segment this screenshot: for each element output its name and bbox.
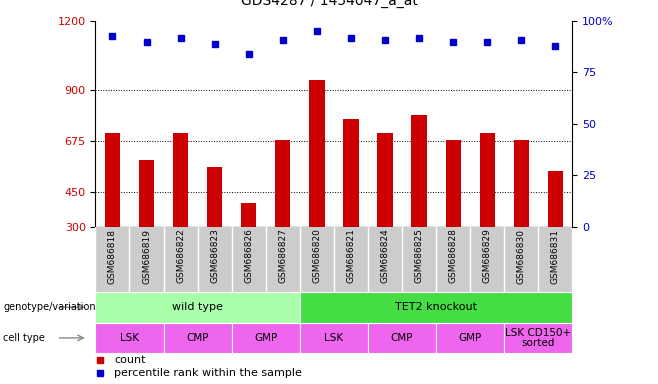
Text: GSM686824: GSM686824 (380, 228, 390, 283)
Text: GSM686822: GSM686822 (176, 228, 185, 283)
Text: TET2 knockout: TET2 knockout (395, 302, 477, 312)
Text: count: count (114, 355, 146, 365)
Bar (514, 140, 529, 227)
Bar (207, 167, 222, 227)
Text: GSM686829: GSM686829 (483, 228, 492, 283)
Bar (547, 170, 563, 227)
Bar (343, 119, 359, 227)
Text: CMP: CMP (391, 333, 413, 343)
Text: GMP: GMP (254, 333, 278, 343)
Bar (139, 161, 154, 227)
Bar (378, 133, 393, 227)
Text: GSM686820: GSM686820 (313, 228, 321, 283)
Bar (95, 323, 164, 353)
Bar (241, 203, 257, 227)
Text: GSM686827: GSM686827 (278, 228, 288, 283)
Text: GSM686823: GSM686823 (210, 228, 219, 283)
Text: LSK CD150+
sorted: LSK CD150+ sorted (505, 328, 571, 348)
Text: genotype/variation: genotype/variation (3, 302, 96, 312)
Text: GSM686821: GSM686821 (347, 228, 355, 283)
Text: GSM686819: GSM686819 (142, 228, 151, 283)
Bar (504, 323, 572, 353)
Text: GSM686818: GSM686818 (108, 228, 117, 283)
Bar (95, 292, 300, 323)
Bar (232, 323, 300, 353)
Bar (173, 133, 188, 227)
Text: GSM686831: GSM686831 (551, 228, 560, 283)
Bar (300, 323, 368, 353)
Bar (436, 323, 504, 353)
Text: GSM686825: GSM686825 (415, 228, 424, 283)
Bar (164, 323, 232, 353)
Text: LSK: LSK (120, 333, 139, 343)
Text: percentile rank within the sample: percentile rank within the sample (114, 368, 303, 379)
Bar (411, 115, 427, 227)
Text: cell type: cell type (3, 333, 45, 343)
Bar (300, 292, 572, 323)
Bar (445, 140, 461, 227)
Bar (309, 81, 324, 227)
Text: LSK: LSK (324, 333, 343, 343)
Text: GSM686828: GSM686828 (449, 228, 458, 283)
Text: GMP: GMP (459, 333, 482, 343)
Text: GDS4287 / 1454047_a_at: GDS4287 / 1454047_a_at (241, 0, 417, 8)
Text: GSM686830: GSM686830 (517, 228, 526, 283)
Bar (368, 323, 436, 353)
Bar (480, 133, 495, 227)
Text: wild type: wild type (172, 302, 223, 312)
Bar (275, 140, 290, 227)
Text: GSM686826: GSM686826 (244, 228, 253, 283)
Text: CMP: CMP (186, 333, 209, 343)
Bar (105, 133, 120, 227)
